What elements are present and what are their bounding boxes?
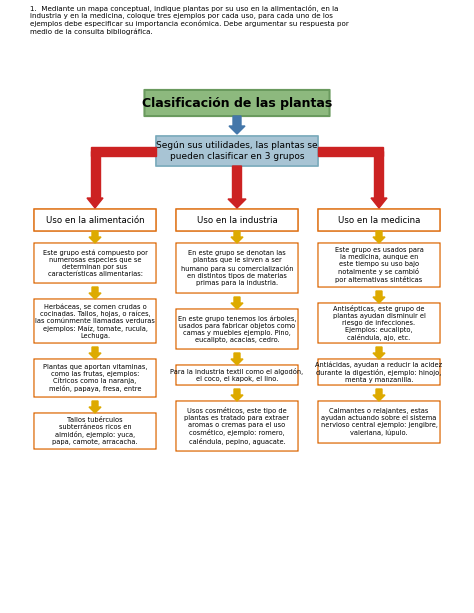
- FancyBboxPatch shape: [176, 365, 298, 385]
- Polygon shape: [89, 347, 101, 359]
- FancyBboxPatch shape: [34, 243, 156, 283]
- Text: Clasificación de las plantas: Clasificación de las plantas: [142, 96, 332, 110]
- Text: Uso en la industria: Uso en la industria: [197, 216, 277, 224]
- FancyBboxPatch shape: [34, 299, 156, 343]
- Polygon shape: [231, 353, 243, 365]
- Polygon shape: [373, 389, 385, 401]
- Text: Para la industria textil como el algodón,
el coco, el kapok, el lino.: Para la industria textil como el algodón…: [171, 368, 303, 382]
- FancyBboxPatch shape: [318, 401, 440, 443]
- Text: En este grupo tenemos los árboles,
usados para fabricar objetos como
camas y mue: En este grupo tenemos los árboles, usado…: [178, 315, 296, 343]
- FancyBboxPatch shape: [318, 303, 440, 343]
- Polygon shape: [373, 231, 385, 243]
- Text: Este grupo es usados para
la medicina, aunque en
este tiempo su uso bajo
notalme: Este grupo es usados para la medicina, a…: [335, 247, 423, 283]
- FancyBboxPatch shape: [176, 209, 298, 231]
- Polygon shape: [231, 389, 243, 401]
- Text: Uso en la medicina: Uso en la medicina: [338, 216, 420, 224]
- FancyBboxPatch shape: [318, 243, 440, 287]
- Text: Tallos tubérculos
subterráneos ricos en
almidón, ejemplo: yuca,
papa, camote, ar: Tallos tubérculos subterráneos ricos en …: [52, 417, 138, 445]
- FancyBboxPatch shape: [318, 359, 440, 385]
- FancyBboxPatch shape: [176, 401, 298, 451]
- Bar: [318, 147, 383, 156]
- FancyBboxPatch shape: [34, 413, 156, 449]
- Text: Plantas que aportan vitaminas,
como las frutas, ejemplos:
Cítricos como la naran: Plantas que aportan vitaminas, como las …: [43, 364, 147, 392]
- Polygon shape: [373, 347, 385, 359]
- Bar: [91, 147, 156, 156]
- Polygon shape: [89, 401, 101, 413]
- Polygon shape: [231, 231, 243, 243]
- FancyBboxPatch shape: [176, 309, 298, 349]
- Polygon shape: [87, 198, 103, 208]
- Bar: [91, 151, 100, 198]
- Text: Este grupo está compuesto por
numerosas especies que se
determinan por sus
carac: Este grupo está compuesto por numerosas …: [43, 249, 147, 276]
- Text: 1.  Mediante un mapa conceptual, indique plantas por su uso en la alimentación, : 1. Mediante un mapa conceptual, indique …: [30, 5, 349, 35]
- FancyBboxPatch shape: [176, 243, 298, 293]
- FancyBboxPatch shape: [145, 90, 329, 116]
- Polygon shape: [228, 166, 246, 208]
- Polygon shape: [89, 231, 101, 243]
- Bar: [374, 151, 383, 198]
- Text: Antiácidas, ayudan a reducir la acidez
durante la digestión, ejemplo: hinojo,
me: Antiácidas, ayudan a reducir la acidez d…: [315, 361, 443, 383]
- Polygon shape: [371, 198, 387, 208]
- FancyBboxPatch shape: [34, 359, 156, 397]
- Text: Calmantes o relajantes, estas
ayudan actuando sobre el sistema
nervioso central : Calmantes o relajantes, estas ayudan act…: [320, 408, 438, 436]
- Polygon shape: [231, 297, 243, 309]
- Text: Uso en la alimentación: Uso en la alimentación: [46, 216, 144, 224]
- Text: Herbáceas, se comen crudas o
cocinadas. Tallos, hojas, o raíces,
las comúnmente : Herbáceas, se comen crudas o cocinadas. …: [35, 303, 155, 339]
- FancyBboxPatch shape: [156, 136, 318, 166]
- Text: Usos cosméticos, este tipo de
plantas es tratado para extraer
aromas o cremas pa: Usos cosméticos, este tipo de plantas es…: [184, 407, 290, 444]
- Polygon shape: [89, 287, 101, 299]
- Polygon shape: [229, 116, 245, 134]
- Text: En este grupo se denotan las
plantas que le sirven a ser
humano para su comercia: En este grupo se denotan las plantas que…: [181, 250, 293, 286]
- Text: Según sus utilidades, las plantas se
pueden clasificar en 3 grupos: Según sus utilidades, las plantas se pue…: [156, 142, 318, 161]
- FancyBboxPatch shape: [34, 209, 156, 231]
- Polygon shape: [373, 291, 385, 303]
- Text: Antisépticas, este grupo de
plantas ayudan disminuir el
riesgo de infecciones.
E: Antisépticas, este grupo de plantas ayud…: [333, 305, 426, 341]
- FancyBboxPatch shape: [318, 209, 440, 231]
